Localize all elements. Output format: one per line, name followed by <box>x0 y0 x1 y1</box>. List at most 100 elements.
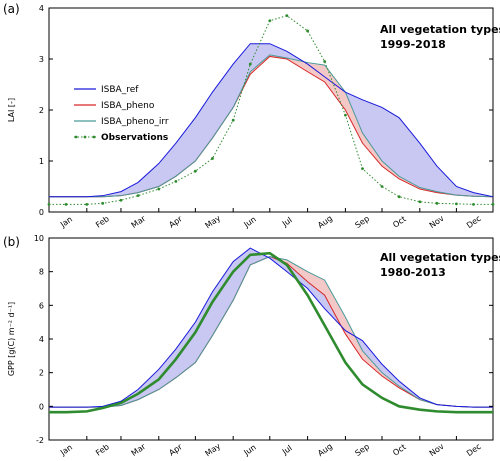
x-tick-label: Mar <box>130 214 148 230</box>
x-tick-label: Dec <box>465 214 483 230</box>
observation-point <box>418 200 422 204</box>
observation-point <box>64 202 68 206</box>
x-tick-label: Jul <box>280 215 294 228</box>
observation-point <box>361 167 364 171</box>
legend-item-isba-pheno: ISBA_pheno <box>74 101 155 111</box>
legend-label: Observations <box>101 133 168 143</box>
panel-gpp-x-ticks: Jan Feb Mar Apr May Jun Jul Aug Sep Oct Nov Dec <box>48 436 483 458</box>
x-tick-label: Apr <box>167 214 184 230</box>
legend-item-isba-ref: ISBA_ref <box>74 85 139 95</box>
y-tick-label: 2 <box>39 369 44 378</box>
observation-point <box>85 202 89 206</box>
panel-lai-lines <box>47 14 495 206</box>
y-tick-label: 0 <box>39 208 44 217</box>
x-tick-label: Sep <box>354 214 372 230</box>
legend-label: ISBA_pheno_irr <box>101 117 169 127</box>
observation-point <box>285 14 289 18</box>
x-tick-label: Nov <box>428 214 446 230</box>
y-tick-label: 10 <box>34 234 44 243</box>
observation-point <box>491 202 495 206</box>
panel-lai-x-ticks: Jan Feb Mar Apr May Jun Jul Aug Sep Oct Nov Dec <box>48 208 483 230</box>
observation-point <box>397 195 401 199</box>
observation-point <box>47 202 51 206</box>
panel-gpp-y-ticks: -2 0 2 4 6 8 10 <box>34 234 493 445</box>
y-tick-label: 6 <box>39 301 44 310</box>
x-tick-label: Jun <box>242 443 258 458</box>
panel-lai-annotation-line1: All vegetation types <box>380 23 500 36</box>
observation-point <box>435 201 439 205</box>
observation-point <box>323 60 327 63</box>
panel-gpp-ylabel: GPP [g(C) m⁻² d⁻¹] <box>7 302 16 376</box>
x-tick-label: May <box>203 213 222 230</box>
legend-item-isba-pheno-irr: ISBA_pheno_irr <box>74 117 169 127</box>
y-tick-label: 8 <box>39 268 44 277</box>
panel-gpp: -2 0 2 4 6 8 10 Jan Feb Mar Apr May Jun Jul Aug Sep Oct… <box>3 234 500 458</box>
x-tick-label: Oct <box>391 214 408 229</box>
panel-lai-annotation-line2: 1999-2018 <box>380 38 446 51</box>
x-tick-label: Feb <box>94 214 111 230</box>
observation-point <box>380 185 384 188</box>
legend-label: ISBA_pheno <box>101 101 155 111</box>
x-tick-label: Feb <box>94 442 111 458</box>
observation-point <box>268 19 272 23</box>
legend-marker <box>92 135 96 139</box>
x-tick-label: Aug <box>316 214 334 230</box>
x-tick-label: Dec <box>465 442 483 458</box>
x-tick-label: Jul <box>280 443 294 456</box>
panel-gpp-fills <box>49 248 493 408</box>
x-tick-label: May <box>203 441 222 458</box>
y-tick-label: -2 <box>36 436 44 445</box>
ref-pheno-band <box>49 43 493 197</box>
x-tick-label: Jun <box>242 215 258 230</box>
legend-label: ISBA_ref <box>101 85 139 95</box>
observation-point <box>101 201 105 205</box>
x-tick-label: Jan <box>58 215 74 230</box>
observation-point <box>306 29 309 33</box>
panel-gpp-annotation-line2: 1980-2013 <box>380 266 446 279</box>
x-tick-label: Apr <box>167 442 184 458</box>
x-tick-label: Oct <box>391 442 408 457</box>
observation-point <box>174 180 178 183</box>
y-tick-label: 1 <box>39 157 44 166</box>
x-tick-label: Aug <box>316 442 334 458</box>
observation-point <box>455 202 458 206</box>
panel-gpp-label: (b) <box>3 235 20 249</box>
legend: ISBA_ref ISBA_pheno ISBA_pheno_irr Observat… <box>74 85 169 143</box>
y-tick-label: 2 <box>39 106 44 115</box>
panel-lai: 0 1 2 3 4 Jan Feb Mar Apr May Jun Jul Aug Sep Oct Nov D… <box>3 2 500 230</box>
observation-point <box>248 62 252 66</box>
x-tick-label: Mar <box>130 442 148 458</box>
irrigation-band <box>49 256 493 408</box>
ref-pheno-band <box>49 248 493 408</box>
legend-marker <box>74 135 78 139</box>
observation-point <box>231 118 235 122</box>
y-tick-label: 3 <box>39 55 44 64</box>
x-tick-label: Nov <box>428 442 446 458</box>
series-line-isba-pheno <box>49 255 493 408</box>
series-line-isba-pheno-irr <box>49 255 493 408</box>
observation-point <box>136 194 140 198</box>
series-line-isba-ref <box>49 247 493 408</box>
legend-marker <box>83 135 87 139</box>
series-line-isba-ref <box>49 43 494 198</box>
panel-gpp-annotation-line1: All vegetation types <box>380 251 500 264</box>
x-tick-label: Jan <box>58 443 74 458</box>
observation-point <box>472 202 475 206</box>
series-line-observations <box>49 251 493 414</box>
series-line-isba-pheno-irr <box>49 54 494 198</box>
observation-point <box>193 169 197 173</box>
x-tick-label: Sep <box>354 442 372 458</box>
observation-point <box>344 113 347 117</box>
y-tick-label: 4 <box>39 335 44 344</box>
panel-lai-label: (a) <box>3 2 20 16</box>
observation-point <box>119 198 123 202</box>
observation-point <box>211 157 214 160</box>
panel-gpp-lines <box>49 247 493 414</box>
y-tick-label: 4 <box>39 4 44 13</box>
y-tick-label: 0 <box>39 402 44 411</box>
observation-point <box>157 187 161 191</box>
panel-lai-y-ticks: 0 1 2 3 4 <box>39 4 493 217</box>
legend-item-observations: Observations <box>74 133 168 143</box>
panel-lai-ylabel: LAI [-] <box>7 98 16 122</box>
